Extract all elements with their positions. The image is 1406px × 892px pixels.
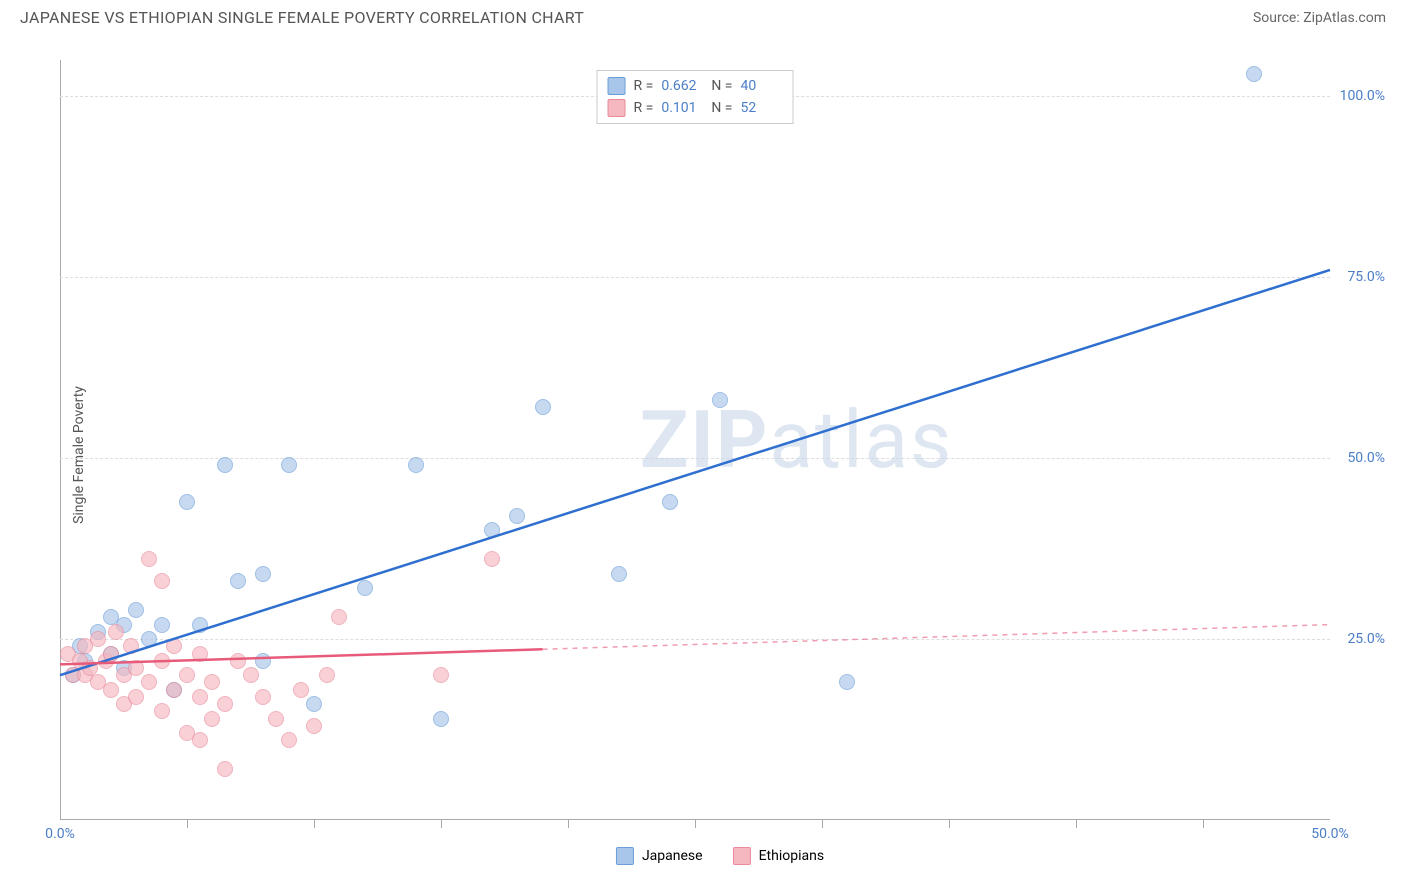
legend-row-japanese: R = 0.662 N = 40 <box>608 75 783 97</box>
chart-header: JAPANESE VS ETHIOPIAN SINGLE FEMALE POVE… <box>0 0 1406 31</box>
legend-item-ethiopians: Ethiopians <box>733 847 824 865</box>
x-tick-minor <box>568 820 569 828</box>
y-tick-label: 50.0% <box>1347 450 1385 466</box>
x-tick-minor <box>314 820 315 828</box>
x-tick-minor <box>695 820 696 828</box>
n-value-ethiopians: 52 <box>740 100 782 116</box>
r-label: R = <box>634 100 654 116</box>
source-name: ZipAtlas.com <box>1303 10 1386 26</box>
x-tick-minor <box>822 820 823 828</box>
chart-container: Single Female Poverty ZIPatlas R = 0.662… <box>50 50 1390 860</box>
n-label: N = <box>711 78 732 94</box>
source-label: Source: <box>1253 10 1300 26</box>
correlation-legend: R = 0.662 N = 40 R = 0.101 N = 52 <box>597 70 794 124</box>
n-label: N = <box>711 100 732 116</box>
plot-area: ZIPatlas R = 0.662 N = 40 R = 0.101 N = … <box>60 60 1330 820</box>
r-label: R = <box>634 78 654 94</box>
legend-row-ethiopians: R = 0.101 N = 52 <box>608 97 783 119</box>
y-tick-label: 100.0% <box>1340 88 1385 104</box>
x-tick-minor <box>949 820 950 828</box>
r-value-japanese: 0.662 <box>661 78 703 94</box>
r-value-ethiopians: 0.101 <box>661 100 703 116</box>
legend-item-japanese: Japanese <box>616 847 703 865</box>
swatch-ethiopians-icon <box>733 847 751 865</box>
x-tick-label: 50.0% <box>1311 826 1349 842</box>
series-legend: Japanese Ethiopians <box>616 847 824 865</box>
x-tick-minor <box>441 820 442 828</box>
swatch-japanese <box>608 77 626 95</box>
x-tick-minor <box>1076 820 1077 828</box>
x-tick-label: 0.0% <box>45 826 75 842</box>
trend-lines <box>60 60 1330 820</box>
legend-label-japanese: Japanese <box>642 848 703 864</box>
y-tick-label: 75.0% <box>1347 269 1385 285</box>
n-value-japanese: 40 <box>740 78 782 94</box>
x-tick-minor <box>187 820 188 828</box>
source-attribution: Source: ZipAtlas.com <box>1253 10 1386 26</box>
x-tick-minor <box>1203 820 1204 828</box>
chart-title: JAPANESE VS ETHIOPIAN SINGLE FEMALE POVE… <box>20 8 584 27</box>
swatch-ethiopians <box>608 99 626 117</box>
swatch-japanese-icon <box>616 847 634 865</box>
legend-label-ethiopians: Ethiopians <box>759 848 824 864</box>
y-tick-label: 25.0% <box>1347 631 1385 647</box>
